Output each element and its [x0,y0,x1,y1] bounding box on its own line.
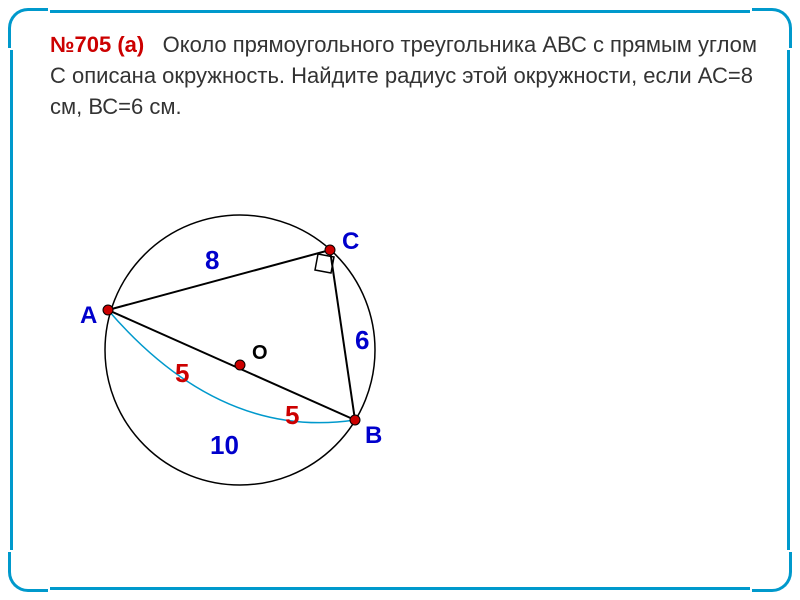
side-ab [108,310,355,420]
circumscribed-circle [105,215,375,485]
point-c [325,245,335,255]
side-bc [330,250,355,420]
frame-corner-curve [8,552,48,592]
problem-number: №705 (а) [50,32,144,57]
geometry-diagram: А В С О 8 6 5 5 10 [60,170,460,570]
label-b: В [365,422,382,450]
label-side-6: 6 [355,325,369,356]
diagram-svg [60,170,460,570]
label-c: С [342,228,359,256]
frame-corner-curve [752,552,792,592]
label-a: А [80,302,97,330]
label-side-8: 8 [205,245,219,276]
label-radius-5b: 5 [285,400,299,431]
point-o [235,360,245,370]
frame-corner-curve [8,8,48,48]
problem-statement: №705 (а) Около прямоугольного треугольни… [50,30,760,122]
label-hyp-10: 10 [210,430,239,461]
point-b [350,415,360,425]
label-radius-5a: 5 [175,358,189,389]
point-a [103,305,113,315]
label-o: О [252,342,268,365]
problem-body: Около прямоугольного треугольника АВС с … [50,32,757,119]
